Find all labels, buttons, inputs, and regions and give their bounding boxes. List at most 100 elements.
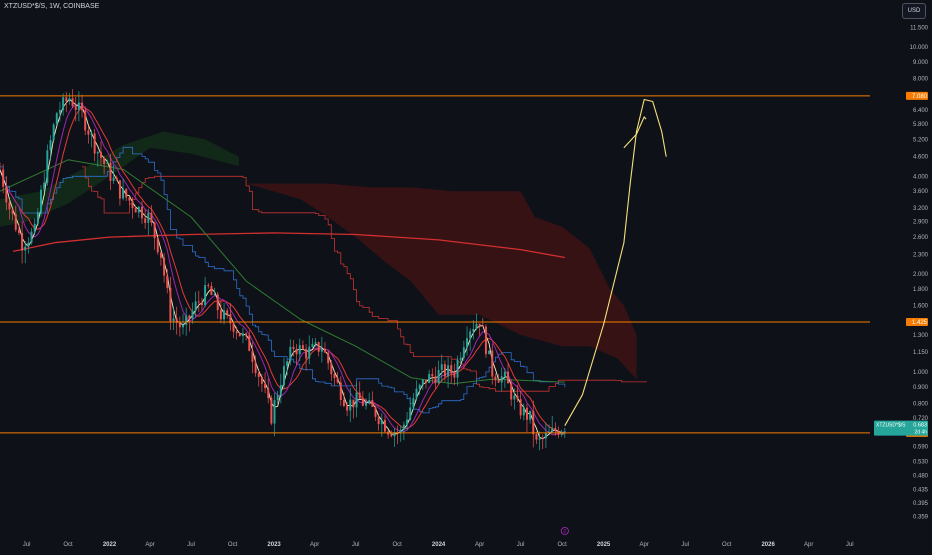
candle-body <box>393 432 396 437</box>
candle-body <box>21 232 24 251</box>
candle-body <box>295 349 298 355</box>
projection-hook <box>623 116 647 149</box>
candle-body <box>128 197 131 201</box>
candle-body <box>447 365 450 377</box>
price-tick-label: 5.200 <box>913 137 929 143</box>
price-tick-label: 1.600 <box>913 304 929 310</box>
candle-body <box>273 400 276 424</box>
candle-body <box>324 348 326 353</box>
candle-body <box>440 364 443 370</box>
candle-body <box>339 382 342 400</box>
candle-body <box>172 318 175 322</box>
candle-body <box>409 407 412 420</box>
candle-body <box>317 342 320 352</box>
candle-body <box>548 431 551 433</box>
time-axis: Jul Oct 2022 Apr Jul Oct 2023 Apr Jul Oct 2024 Apr J… <box>0 526 870 550</box>
candle-body <box>472 329 475 332</box>
candle-body <box>84 110 87 131</box>
candle-body <box>507 371 510 384</box>
price-tick-label: 8.000 <box>913 77 929 83</box>
candle-body <box>459 357 462 360</box>
candle-body <box>276 395 279 401</box>
candle-body <box>219 310 222 320</box>
candle-body <box>551 427 554 432</box>
candle-body <box>544 432 547 439</box>
event-marker-label: 2 <box>563 529 566 535</box>
candle-body <box>333 374 336 378</box>
candle-body <box>46 150 49 183</box>
event-marker <box>560 526 569 536</box>
price-tick-label: 0.480 <box>913 473 929 479</box>
price-tick-label: 1.300 <box>913 333 929 339</box>
candle-body <box>260 376 263 384</box>
candle-body <box>207 285 210 287</box>
time-tick-label: Apr <box>310 542 319 548</box>
candle-body <box>292 346 295 350</box>
candle-body <box>365 402 368 406</box>
candle-body <box>223 310 226 320</box>
candle-body <box>431 373 434 377</box>
candle-body <box>74 106 77 110</box>
candle-body <box>115 177 118 181</box>
candle-body <box>93 133 96 154</box>
price-tick-label: 0.530 <box>913 459 929 465</box>
candle-body <box>529 410 532 420</box>
candle-body <box>522 407 525 416</box>
candle-body <box>235 331 238 334</box>
candle-body <box>462 347 465 358</box>
candle-body <box>428 373 431 383</box>
price-tick-label: 0.720 <box>913 416 929 422</box>
time-tick-label: 2023 <box>267 542 281 548</box>
candle-body <box>40 189 42 213</box>
price-tick-label: 11.500 <box>910 25 929 31</box>
candle-body <box>71 98 74 107</box>
candle-body <box>510 383 513 400</box>
candle-body <box>421 379 424 385</box>
candle-body <box>169 287 172 322</box>
candle-body <box>525 407 528 420</box>
candle-body <box>96 152 99 154</box>
candle-body <box>563 431 566 433</box>
candle-body <box>554 427 557 432</box>
time-tick-label: Apr <box>475 542 484 548</box>
candle-body <box>175 318 178 323</box>
candle-body <box>141 206 143 219</box>
candle-body <box>377 416 380 425</box>
time-tick-label: Jul <box>681 542 689 548</box>
candle-body <box>24 246 27 251</box>
candle-body <box>245 333 248 336</box>
current-price-countdown: 2d 4h <box>914 430 927 436</box>
candle-body <box>17 229 20 233</box>
candle-body <box>336 377 339 383</box>
price-tick-label: 5.800 <box>913 122 929 128</box>
level-tag-label: 1.425 <box>912 320 928 326</box>
ichimoku-cloud-bearish <box>246 183 637 380</box>
candle-body <box>109 162 112 181</box>
candle-body <box>197 301 200 303</box>
candle-body <box>182 324 184 328</box>
candle-body <box>279 385 282 396</box>
candle-body <box>371 400 374 407</box>
candle-body <box>406 419 409 425</box>
candle-body <box>320 348 323 352</box>
kijun-line <box>0 146 566 414</box>
candle-body <box>99 152 102 158</box>
candle-body <box>5 186 8 203</box>
candle-body <box>153 222 156 239</box>
candle-body <box>52 124 55 141</box>
candle-body <box>216 294 219 311</box>
candle-body <box>58 110 61 114</box>
candle-body <box>500 376 503 383</box>
ma-200-line <box>12 232 565 259</box>
candle-body <box>87 130 90 135</box>
currency-button[interactable]: USD <box>902 3 926 19</box>
candle-body <box>213 294 216 296</box>
time-tick-label: Oct <box>722 542 732 548</box>
candle-body <box>491 350 494 377</box>
candle-body <box>418 384 421 389</box>
candle-body <box>352 399 355 408</box>
candle-body <box>144 218 147 223</box>
candle-body <box>137 206 140 213</box>
